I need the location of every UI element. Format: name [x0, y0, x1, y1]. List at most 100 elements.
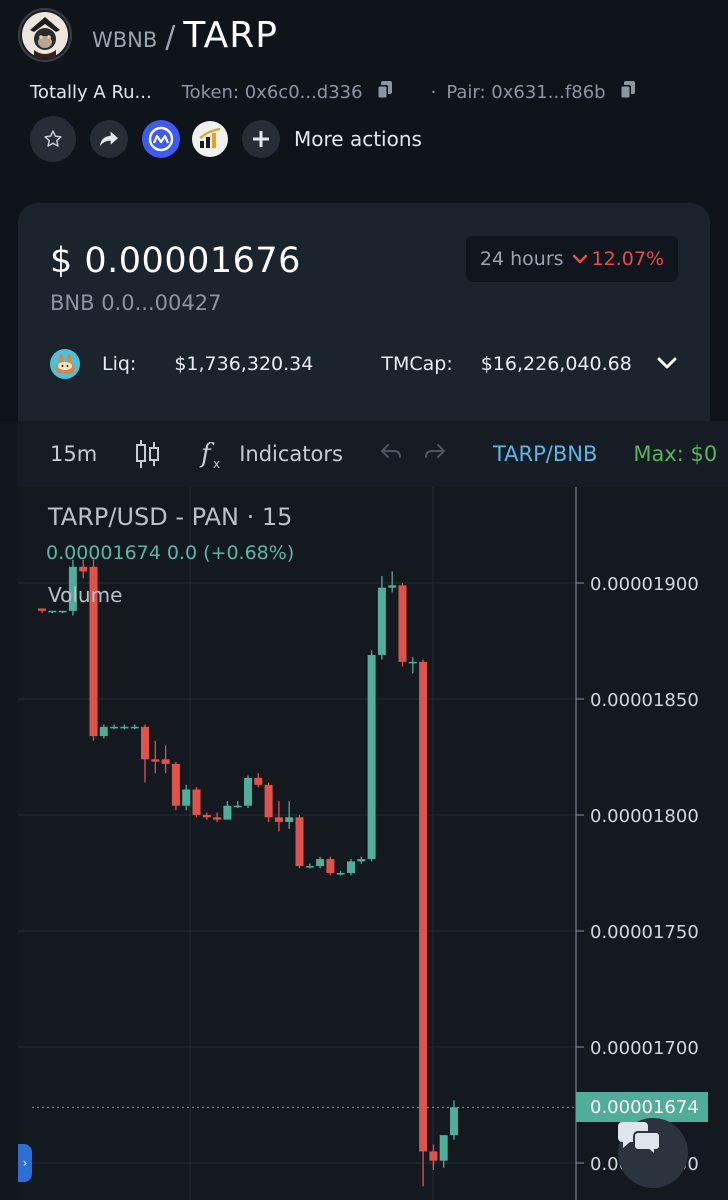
candle-body	[347, 861, 355, 873]
more-actions-link[interactable]: More actions	[294, 127, 422, 151]
copy-token-address-icon[interactable]	[376, 80, 393, 104]
candle-body	[336, 873, 345, 875]
candle-body	[295, 817, 304, 867]
candle-body	[419, 661, 428, 1152]
candle-body	[58, 610, 67, 613]
candle-body	[182, 789, 191, 806]
chevron-down-red-icon	[572, 254, 587, 264]
quote-symbol: TARP	[183, 14, 278, 56]
candle-body	[99, 726, 108, 737]
candle-body	[429, 1151, 438, 1161]
candle-body	[151, 759, 160, 762]
liquidity-label: Liq:	[102, 353, 137, 375]
candle-body	[202, 815, 211, 818]
header: WBNB / TARP	[18, 8, 278, 62]
candle-body	[408, 661, 417, 664]
samurai-monkey-icon	[22, 12, 68, 58]
tmcap-value: $16,226,040.68	[480, 353, 632, 375]
price-change-value: 12.07%	[591, 248, 664, 270]
candle-body	[450, 1107, 458, 1136]
pair-address: Pair: 0x631...f86b	[446, 81, 606, 103]
candle-body	[367, 654, 376, 860]
current-price-tag: 0.00001674	[576, 1092, 708, 1122]
candle-body	[233, 805, 242, 808]
candle-body	[439, 1135, 448, 1161]
candle-body	[357, 859, 366, 862]
price-change: 12.07%	[568, 248, 664, 270]
chart-bars-icon	[199, 127, 221, 148]
candle-body	[130, 726, 139, 729]
candlestick-chart[interactable]: 0.00001900 0.00001850 0.00001800 0.00001750…	[18, 487, 728, 1200]
share-button[interactable]	[90, 120, 128, 158]
svg-text:x: x	[213, 457, 220, 470]
candle-body	[79, 566, 88, 572]
candle-body	[223, 805, 232, 820]
undo-icon[interactable]	[379, 442, 403, 467]
candle-body	[398, 585, 407, 662]
candle-body	[264, 784, 273, 818]
separator-dot: ·	[430, 81, 437, 103]
y-tick-label: 0.00001850	[590, 690, 699, 711]
max-price-label: Max: $0	[633, 442, 718, 466]
candle-body	[110, 726, 119, 729]
actions-row: More actions	[30, 116, 422, 162]
candle-body	[274, 817, 283, 822]
candle-body	[141, 726, 149, 760]
timeframe-button[interactable]: 15m	[50, 442, 98, 466]
quote-pair-toggle[interactable]: TARP/BNB	[492, 442, 598, 466]
star-icon	[44, 130, 62, 147]
copy-pair-address-icon[interactable]	[619, 80, 636, 104]
price-change-selector[interactable]: 24 hours 12.07%	[465, 236, 678, 282]
favorite-button[interactable]	[30, 116, 76, 162]
base-symbol: WBNB	[92, 27, 158, 52]
token-logo	[18, 8, 72, 62]
price-usd: $ 0.00001676	[50, 241, 301, 281]
chat-bubbles-icon	[618, 1122, 661, 1156]
candlestick-icon	[136, 440, 160, 468]
candle-body	[171, 763, 180, 806]
liquidity-row: Liq: $1,736,320.34 TMCap: $16,226,040.68	[50, 347, 678, 381]
pancakeswap-icon	[50, 349, 80, 379]
candle-body	[388, 585, 397, 588]
y-tick-label: 0.00001800	[590, 806, 699, 827]
candle-body	[48, 610, 57, 613]
chat-button[interactable]	[618, 1118, 688, 1188]
candle-body	[285, 817, 294, 822]
dextools-button[interactable]	[192, 121, 228, 157]
expand-stats-button[interactable]	[656, 353, 678, 375]
redo-icon[interactable]	[423, 442, 447, 467]
candle-body	[89, 566, 98, 737]
chart-legend-ohlc: 0.00001674 0.0 (+0.68%)	[46, 542, 295, 564]
add-action-button[interactable]	[242, 120, 280, 158]
token-meta-row: Totally A Ru... Token: 0x6c0...d336 · Pa…	[30, 78, 728, 106]
change-period: 24 hours	[479, 248, 564, 270]
tmcap-label: TMCap:	[381, 353, 453, 375]
share-arrow-icon	[100, 131, 118, 147]
y-tick-label: 0.00001900	[590, 574, 699, 595]
indicators-button[interactable]: Indicators	[239, 442, 343, 466]
price-chart[interactable]: 0.00001900 0.00001850 0.00001800 0.00001750…	[18, 487, 728, 1200]
chevron-down-icon	[657, 357, 677, 369]
coinmarketcap-button[interactable]	[142, 120, 180, 158]
pair-title: WBNB / TARP	[92, 15, 278, 56]
left-gutter	[0, 421, 18, 1200]
price-card: $ 0.00001676 BNB 0.0...00427 24 hours 12…	[18, 203, 710, 421]
y-tick-label: 0.00001750	[590, 922, 699, 943]
candle-body	[192, 789, 201, 815]
candle-body	[316, 859, 325, 867]
candle-type-button[interactable]	[135, 438, 161, 470]
candle-body	[161, 759, 170, 764]
candle-body	[326, 859, 335, 873]
y-tick-label: 0.00001700	[590, 1038, 699, 1059]
token-name[interactable]: Totally A Ru...	[30, 81, 152, 103]
candle-body	[244, 777, 252, 806]
price-bnb: BNB 0.0...00427	[50, 291, 222, 315]
expand-panel-tab[interactable]: ›	[18, 1144, 32, 1182]
candle-body	[68, 566, 77, 611]
coinmarketcap-icon	[148, 126, 174, 152]
token-address: Token: 0x6c0...d336	[181, 81, 363, 103]
plus-icon	[253, 131, 269, 147]
liquidity-value: $1,736,320.34	[174, 353, 314, 375]
pair-separator: /	[165, 19, 176, 55]
